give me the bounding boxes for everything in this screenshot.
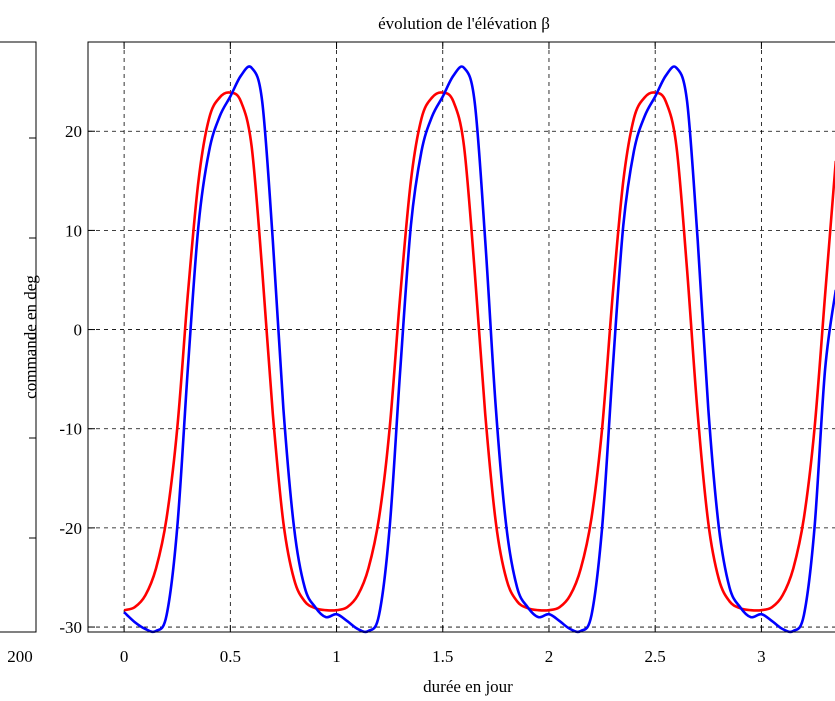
x-tick-label: 1.5 — [432, 647, 453, 666]
y-tick-label: 0 — [74, 321, 83, 340]
x-axis-label: durée en jour — [423, 677, 513, 696]
x-tick-label: 0.5 — [220, 647, 241, 666]
x-tick-label: 2 — [545, 647, 554, 666]
y-tick-label: -20 — [59, 519, 82, 538]
y-tick-label: 20 — [65, 122, 82, 141]
chart-title: évolution de l'élévation β — [378, 14, 550, 33]
left-panel: 200 — [0, 41, 37, 666]
left-panel-frame — [0, 41, 37, 633]
x-tick-labels: 0 0.5 1 1.5 2 2.5 3 — [120, 647, 766, 666]
series-line-red — [123, 91, 835, 612]
series-line-blue — [123, 65, 835, 634]
axes-frame — [87, 41, 835, 633]
left-panel-tick-label: 200 — [7, 647, 33, 666]
x-tick-label: 3 — [757, 647, 766, 666]
axis-ticks — [88, 42, 762, 632]
y-tick-label: -30 — [59, 618, 82, 637]
left-panel-ticks — [29, 137, 36, 633]
y-tick-label: 10 — [65, 221, 82, 240]
y-tick-label: -10 — [59, 420, 82, 439]
x-tick-label: 1 — [332, 647, 341, 666]
y-tick-labels: -30 -20 -10 0 10 20 — [59, 122, 82, 637]
grid — [88, 42, 835, 632]
y-axis-label: commande en deg — [21, 275, 40, 399]
series-lines — [123, 65, 835, 634]
x-tick-label: 0 — [120, 647, 129, 666]
x-tick-label: 2.5 — [645, 647, 666, 666]
